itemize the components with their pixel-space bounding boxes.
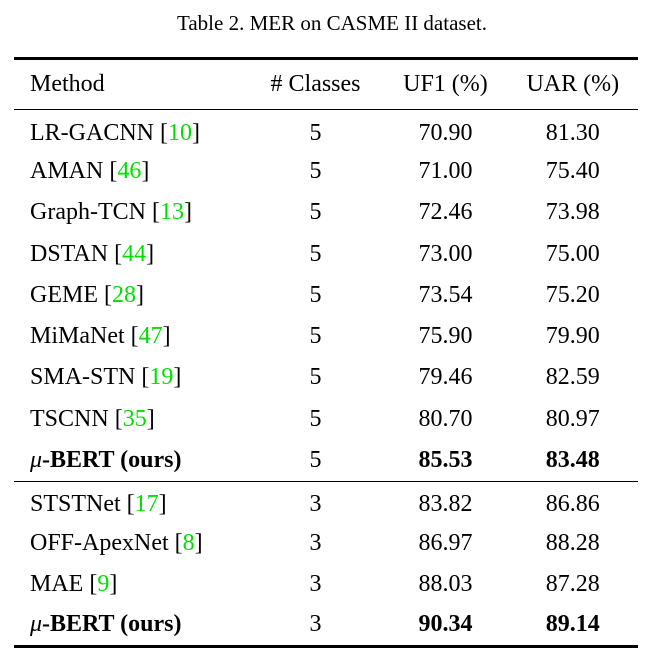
header-uf1: UF1 (%) <box>383 57 508 110</box>
method-cell: MAE [9] <box>30 570 118 597</box>
uf1-cell: 79.46 <box>418 364 473 391</box>
uf1-cell: 88.03 <box>418 570 473 597</box>
method-cell: DSTAN [44] <box>30 240 155 267</box>
uar-cell: 86.86 <box>545 490 600 517</box>
method-cell: μ-BERT (ours) <box>14 605 248 648</box>
classes-cell: 5 <box>309 323 322 350</box>
header-row: Method # Classes UF1 (%) UAR (%) <box>14 57 638 110</box>
uar-cell: 88.28 <box>545 529 600 556</box>
header-classes: # Classes <box>247 57 384 110</box>
uar-cell: 83.48 <box>507 439 638 482</box>
table-row: STSTNet [17] 3 83.82 86.86 <box>14 481 638 522</box>
results-table: Method # Classes UF1 (%) UAR (%) LR-GACN… <box>14 57 638 648</box>
five-class-group: LR-GACNN [10] 5 70.90 81.30 AMAN [46] 5 … <box>14 110 638 482</box>
method-cell: Graph-TCN [13] <box>30 199 192 226</box>
classes-cell: 3 <box>309 529 322 556</box>
citation-link[interactable]: 8 <box>182 529 195 556</box>
uar-cell: 73.98 <box>545 199 600 226</box>
uf1-cell: 83.82 <box>418 490 473 517</box>
uar-cell: 75.20 <box>545 281 600 308</box>
method-cell: MiMaNet [47] <box>30 323 171 350</box>
table-row: OFF-ApexNet [8] 3 86.97 88.28 <box>14 522 638 563</box>
uar-cell: 87.28 <box>545 570 600 597</box>
table-caption: Table 2. MER on CASME II dataset. <box>177 11 487 35</box>
table-row: AMAN [46] 5 71.00 75.40 <box>14 151 638 192</box>
method-cell: GEME [28] <box>30 281 144 308</box>
uar-cell: 81.30 <box>545 119 600 146</box>
citation-link[interactable]: 28 <box>112 281 136 308</box>
uar-cell: 80.97 <box>545 405 600 432</box>
method-cell: TSCNN [35] <box>30 405 155 432</box>
citation-link[interactable]: 13 <box>159 199 184 226</box>
classes-cell: 5 <box>309 199 322 226</box>
uf1-cell: 73.54 <box>418 281 473 308</box>
classes-cell: 5 <box>309 157 322 184</box>
method-cell: LR-GACNN [10] <box>30 119 200 146</box>
ours-row: μ-BERT (ours) 3 90.34 89.14 <box>14 605 638 648</box>
table-row: LR-GACNN [10] 5 70.90 81.30 <box>14 110 638 151</box>
uf1-cell: 73.00 <box>418 240 473 267</box>
classes-cell: 5 <box>309 405 322 432</box>
uar-cell: 79.90 <box>545 323 600 350</box>
uf1-cell: 86.97 <box>418 529 473 556</box>
table-row: TSCNN [35] 5 80.70 80.97 <box>14 399 638 440</box>
table-row: MAE [9] 3 88.03 87.28 <box>14 564 638 605</box>
classes-cell: 3 <box>309 570 322 597</box>
citation-link[interactable]: 46 <box>117 157 142 184</box>
classes-cell: 5 <box>309 240 322 267</box>
classes-cell: 5 <box>309 364 322 391</box>
citation-link[interactable]: 44 <box>122 240 147 267</box>
uf1-cell: 70.90 <box>418 119 473 146</box>
table-row: SMA-STN [19] 5 79.46 82.59 <box>14 357 638 398</box>
citation-link[interactable]: 19 <box>149 364 174 391</box>
uf1-cell: 90.34 <box>383 605 508 648</box>
classes-cell: 5 <box>247 439 384 482</box>
uf1-cell: 72.46 <box>418 199 473 226</box>
uar-cell: 89.14 <box>507 605 638 648</box>
table-row: MiMaNet [47] 5 75.90 79.90 <box>14 316 638 357</box>
header-uar: UAR (%) <box>507 57 638 110</box>
uar-cell: 75.00 <box>545 240 600 267</box>
citation-link[interactable]: 9 <box>97 570 110 597</box>
citation-link[interactable]: 47 <box>138 323 163 350</box>
citation-link[interactable]: 17 <box>134 490 159 517</box>
uar-cell: 82.59 <box>545 364 600 391</box>
citation-link[interactable]: 10 <box>168 119 192 146</box>
method-cell: OFF-ApexNet [8] <box>30 529 203 556</box>
header-method: Method <box>14 57 248 110</box>
three-class-group: STSTNet [17] 3 83.82 86.86 OFF-ApexNet [… <box>14 481 638 648</box>
uar-cell: 75.40 <box>545 157 600 184</box>
classes-cell: 5 <box>309 281 322 308</box>
citation-link[interactable]: 35 <box>122 405 147 432</box>
method-cell: STSTNet [17] <box>30 490 167 517</box>
table-row: Graph-TCN [13] 5 72.46 73.98 <box>14 192 638 233</box>
table-row: GEME [28] 5 73.54 75.20 <box>14 275 638 316</box>
uf1-cell: 75.90 <box>418 323 473 350</box>
method-cell: μ-BERT (ours) <box>14 439 248 482</box>
uf1-cell: 85.53 <box>383 439 508 482</box>
method-cell: SMA-STN [19] <box>30 364 182 391</box>
uf1-cell: 71.00 <box>418 157 473 184</box>
table-row: DSTAN [44] 5 73.00 75.00 <box>14 233 638 274</box>
classes-cell: 5 <box>309 119 322 146</box>
method-cell: AMAN [46] <box>30 157 150 184</box>
classes-cell: 3 <box>247 605 384 648</box>
classes-cell: 3 <box>309 490 322 517</box>
uf1-cell: 80.70 <box>418 405 473 432</box>
ours-row: μ-BERT (ours) 5 85.53 83.48 <box>14 439 638 482</box>
